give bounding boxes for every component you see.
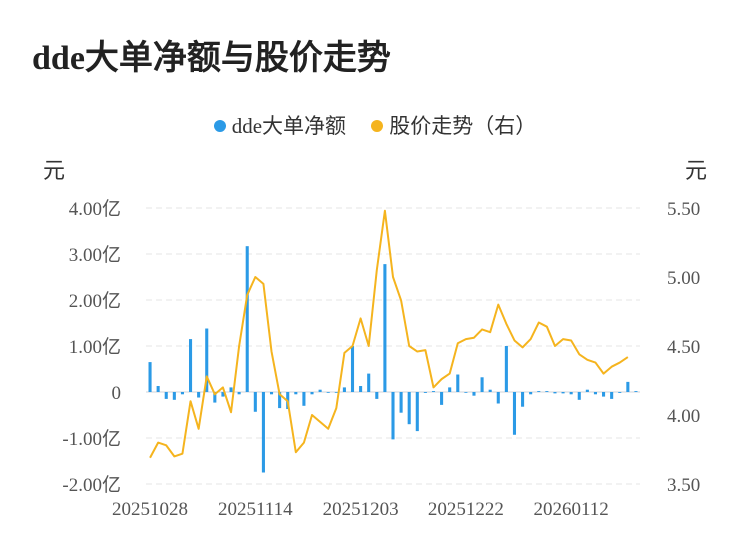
dde-bar[interactable] xyxy=(213,392,217,403)
right-tick-label: 4.00 xyxy=(667,406,700,427)
dde-bar[interactable] xyxy=(148,362,152,392)
dde-bar[interactable] xyxy=(618,392,622,393)
legend-dot-price xyxy=(371,120,384,133)
dde-bar[interactable] xyxy=(553,392,557,394)
dde-bar[interactable] xyxy=(350,346,355,392)
dde-bar[interactable] xyxy=(189,339,193,392)
legend-item-price[interactable]: 股价走势（右） xyxy=(371,110,536,140)
dde-bar[interactable] xyxy=(367,373,371,392)
dde-bar[interactable] xyxy=(261,392,265,473)
right-tick-label: 4.50 xyxy=(667,337,700,358)
dde-bar[interactable] xyxy=(626,381,630,392)
legend-item-dde[interactable]: dde大单净额 xyxy=(213,110,347,140)
price-line[interactable] xyxy=(149,209,629,459)
dde-bar[interactable] xyxy=(577,392,581,400)
dde-bar[interactable] xyxy=(423,392,427,393)
dde-bar[interactable] xyxy=(456,374,460,392)
dde-bar[interactable] xyxy=(205,328,209,392)
dde-bar[interactable] xyxy=(359,386,363,392)
dde-bar[interactable] xyxy=(180,392,184,395)
dde-bar[interactable] xyxy=(561,392,565,394)
dde-bar[interactable] xyxy=(415,392,419,432)
dde-bar[interactable] xyxy=(164,392,168,399)
dde-bar[interactable] xyxy=(537,391,541,392)
left-tick-label: 3.00亿 xyxy=(69,244,121,266)
dde-bar[interactable] xyxy=(221,392,225,397)
left-tick-label: -2.00亿 xyxy=(62,474,121,496)
grid-layer xyxy=(146,207,640,485)
dde-bar[interactable] xyxy=(342,387,346,392)
dde-bar[interactable] xyxy=(383,264,387,392)
dde-bar[interactable] xyxy=(253,392,257,412)
dde-bar[interactable] xyxy=(480,377,484,392)
dde-bar[interactable] xyxy=(407,392,411,425)
dde-bar[interactable] xyxy=(602,392,606,397)
dde-bar[interactable] xyxy=(545,391,549,392)
dde-bar[interactable] xyxy=(569,392,573,395)
left-tick-label: 4.00亿 xyxy=(69,198,121,220)
legend: dde大单净额 股价走势（右） xyxy=(0,110,750,140)
dde-bar[interactable] xyxy=(156,386,160,392)
dde-bar[interactable] xyxy=(496,392,500,404)
dde-bar[interactable] xyxy=(391,392,395,440)
x-tick-label: 20251114 xyxy=(218,499,293,520)
dde-bar[interactable] xyxy=(318,389,322,392)
axis-labels: 4.00亿 3.00亿 2.00亿 1.00亿 0 -1.00亿 -2.00亿 5.50 5.0… xyxy=(62,198,700,520)
dde-bar[interactable] xyxy=(172,392,176,400)
x-tick-label: 20251203 xyxy=(323,499,399,520)
dde-bar[interactable] xyxy=(399,392,403,413)
legend-dot-dde xyxy=(213,120,226,133)
dde-bar[interactable] xyxy=(302,392,306,406)
dde-bar[interactable] xyxy=(375,392,379,399)
x-tick-label: 20251028 xyxy=(112,499,188,520)
left-axis-unit: 元 xyxy=(43,158,65,183)
dde-bar[interactable] xyxy=(237,392,241,395)
right-tick-label: 5.50 xyxy=(667,199,700,220)
right-tick-label: 5.00 xyxy=(667,268,700,289)
dde-bar[interactable] xyxy=(269,392,274,395)
x-tick-label: 20251222 xyxy=(428,499,504,520)
right-tick-label: 3.50 xyxy=(667,475,700,496)
dde-bar[interactable] xyxy=(521,392,525,407)
dde-bar[interactable] xyxy=(472,392,476,396)
dde-bar[interactable] xyxy=(634,391,638,392)
dde-bar[interactable] xyxy=(529,392,533,395)
bar-series xyxy=(148,246,638,473)
dde-bar[interactable] xyxy=(310,392,314,395)
line-series xyxy=(149,209,629,459)
left-tick-label: 1.00亿 xyxy=(69,336,121,358)
legend-label-price: 股价走势（右） xyxy=(389,114,537,138)
dde-bar[interactable] xyxy=(245,246,249,392)
dde-bar[interactable] xyxy=(197,392,201,398)
dde-bar[interactable] xyxy=(610,392,614,399)
left-tick-label: 2.00亿 xyxy=(69,290,121,312)
dde-bar[interactable] xyxy=(334,392,338,393)
dde-bar[interactable] xyxy=(294,392,298,395)
dde-bar[interactable] xyxy=(488,389,492,392)
dde-bar[interactable] xyxy=(440,392,444,405)
dde-bar[interactable] xyxy=(593,392,597,395)
chart-title: dde大单净额与股价走势 xyxy=(32,40,391,77)
left-tick-label: 0 xyxy=(112,383,122,404)
left-tick-label: -1.00亿 xyxy=(62,428,121,450)
dde-bar[interactable] xyxy=(512,392,517,435)
dde-bar[interactable] xyxy=(431,391,436,392)
dde-bar[interactable] xyxy=(585,389,589,392)
legend-label-dde: dde大单净额 xyxy=(231,114,347,138)
dde-bar[interactable] xyxy=(326,392,330,393)
dde-bar[interactable] xyxy=(464,392,468,393)
right-axis-unit: 元 xyxy=(685,158,707,183)
dde-bar[interactable] xyxy=(504,346,508,392)
dde-bar[interactable] xyxy=(229,387,233,392)
dde-bar[interactable] xyxy=(448,387,452,392)
x-tick-label: 20260112 xyxy=(534,499,609,520)
dde-bar[interactable] xyxy=(278,392,282,409)
